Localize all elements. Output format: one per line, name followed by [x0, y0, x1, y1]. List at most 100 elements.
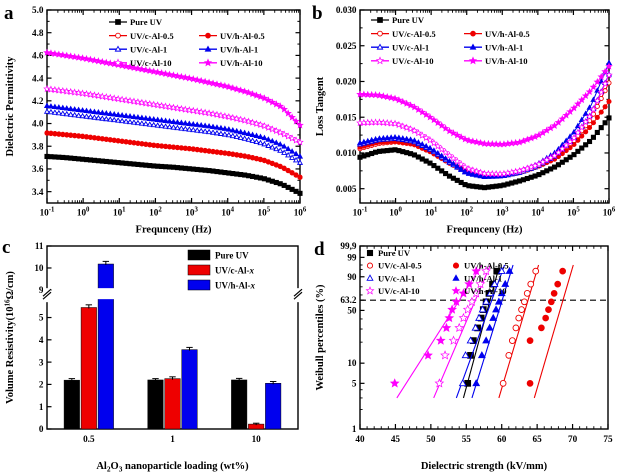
bar [265, 381, 282, 430]
svg-text:Pure UV: Pure UV [392, 15, 425, 25]
svg-text:0.010: 0.010 [336, 148, 357, 158]
svg-text:99,9: 99,9 [340, 241, 356, 251]
panel-d-legend: Pure UV UV/c-Al-0.5 UV/h-Al-0.5 UV/c-Al-1 UV… [365, 248, 509, 296]
svg-text:UV/c-Al-10: UV/c-Al-10 [130, 58, 172, 68]
svg-text:105: 105 [567, 207, 580, 218]
bar [147, 378, 164, 430]
svg-text:4: 4 [39, 335, 44, 345]
svg-text:63.2: 63.2 [340, 295, 356, 305]
svg-text:50: 50 [426, 434, 436, 444]
svg-text:104: 104 [532, 207, 545, 218]
svg-text:106: 106 [603, 207, 616, 218]
svg-text:106: 106 [294, 207, 307, 218]
svg-text:1: 1 [352, 424, 357, 434]
svg-text:Frequnceny (Hz): Frequnceny (Hz) [447, 225, 523, 236]
svg-text:0.030: 0.030 [336, 5, 357, 15]
svg-text:Pure UV: Pure UV [215, 251, 249, 261]
panel-c-letter: c [2, 237, 11, 258]
svg-text:4.8: 4.8 [32, 28, 44, 38]
svg-text:UV/h-Al-0.5: UV/h-Al-0.5 [464, 261, 509, 271]
panel-b: b 0.005 0.010 0.015 0.020 0.025 0.030 10-1 100 1… [308, 0, 617, 236]
svg-text:Al2O3 nanoparticle loading (wt: Al2O3 nanoparticle loading (wt%) [96, 461, 249, 473]
svg-text:65: 65 [533, 434, 543, 444]
panel-c-legend: Pure UV UV/c-Al-x UV/h-Al-x [187, 249, 256, 291]
svg-text:UV/h-Al-10: UV/h-Al-10 [464, 286, 507, 296]
svg-text:4.4: 4.4 [32, 73, 44, 83]
svg-text:4.2: 4.2 [32, 96, 44, 106]
svg-text:0.5: 0.5 [83, 434, 95, 444]
svg-text:103: 103 [185, 207, 198, 218]
svg-text:100: 100 [77, 207, 90, 218]
panel-a: a 3.4 3.6 3.8 4.0 4.2 4.4 4.6 4.8 5.0 10-1 100 101 1… [0, 0, 308, 236]
series-UV_h-Al-10 [389, 264, 483, 399]
svg-text:UV/h-Al-0.5: UV/h-Al-0.5 [220, 31, 265, 41]
svg-text:99: 99 [347, 252, 357, 262]
series-UV_c-Al-0.5 [498, 264, 540, 399]
panel-a-legend: Pure UV UV/c-Al-0.5 UV/h-Al-0.5 UV/c-Al-1 UV… [109, 17, 265, 68]
svg-text:0: 0 [39, 424, 44, 434]
series-UV_h-Al-1 [471, 264, 514, 399]
series-UV_h-Al-10 [43, 48, 304, 129]
svg-text:Weibull percentiles (%): Weibull percentiles (%) [315, 284, 326, 390]
svg-text:3.8: 3.8 [32, 141, 44, 151]
svg-text:101: 101 [113, 207, 126, 218]
svg-text:3.6: 3.6 [32, 164, 44, 174]
bar [80, 304, 97, 430]
svg-text:101: 101 [425, 207, 438, 218]
bar [231, 377, 248, 430]
svg-text:UV/c-Al-0.5: UV/c-Al-0.5 [378, 261, 422, 271]
svg-text:105: 105 [258, 207, 271, 218]
panel-d-letter: d [314, 239, 325, 260]
svg-text:10: 10 [252, 434, 262, 444]
panel-b-legend: Pure UV UV/c-Al-0.5 UV/h-Al-0.5 UV/c-Al-1 UV… [371, 15, 530, 66]
panel-b-chart: 0.005 0.010 0.015 0.020 0.025 0.030 10-1 100 101… [315, 5, 616, 236]
svg-text:102: 102 [460, 207, 473, 218]
svg-text:60: 60 [497, 434, 507, 444]
svg-text:UV/h-Al-1: UV/h-Al-1 [464, 273, 502, 283]
svg-text:4.0: 4.0 [32, 119, 44, 129]
series-UV_h-Al-0.5 [526, 264, 574, 399]
series-UV_c-Al-10 [356, 71, 613, 178]
svg-text:UV/h-Al-x: UV/h-Al-x [215, 281, 256, 291]
series-UV_h-Al-0.5 [44, 130, 303, 180]
svg-text:103: 103 [496, 207, 509, 218]
bar [164, 376, 181, 430]
svg-text:UV/h-Al-10: UV/h-Al-10 [485, 56, 528, 66]
svg-text:5: 5 [39, 313, 44, 323]
svg-text:100: 100 [389, 207, 402, 218]
bar [97, 260, 115, 430]
series-UV_c-Al-0.5 [357, 80, 612, 179]
panel-c-chart: 0 1 2 3 4 5 9 10 11 0.5 1 10 Al2O3 nanoparticle load… [4, 241, 303, 473]
svg-text:102: 102 [149, 207, 162, 218]
series-UV_c-Al-1 [43, 108, 304, 165]
svg-text:UV/h-Al-0.5: UV/h-Al-0.5 [485, 29, 530, 39]
svg-text:UV/h-Al-10: UV/h-Al-10 [220, 58, 263, 68]
svg-text:UV/c-Al-0.5: UV/c-Al-0.5 [392, 29, 436, 39]
svg-text:UV/c-Al-10: UV/c-Al-10 [392, 56, 434, 66]
svg-text:UV/h-Al-1: UV/h-Al-1 [220, 44, 258, 54]
svg-text:10-1: 10-1 [353, 207, 368, 218]
panel-d: d 1 5 10 50 63.2 90 99 99,9 40 45 50 55 60 65 70 75 Diel… [308, 236, 617, 473]
bar [248, 422, 265, 430]
svg-text:2: 2 [39, 380, 44, 390]
series-Pure_UV [357, 115, 612, 191]
svg-text:10-1: 10-1 [40, 207, 55, 218]
svg-text:3: 3 [39, 357, 44, 367]
svg-text:Loss Tangent: Loss Tangent [315, 76, 326, 136]
svg-text:90: 90 [347, 272, 357, 282]
svg-text:UV/c-Al-x: UV/c-Al-x [215, 266, 255, 276]
svg-text:UV/c-Al-1: UV/c-Al-1 [378, 273, 415, 283]
svg-text:55: 55 [462, 434, 472, 444]
svg-text:UV/c-Al-0.5: UV/c-Al-0.5 [130, 31, 174, 41]
series-UV_c-Al-10 [43, 84, 304, 146]
svg-text:10: 10 [347, 358, 357, 368]
series-UV_h-Al-10 [356, 62, 613, 148]
series-UV_c-Al-1 [455, 264, 506, 399]
series-UV_h-Al-1 [43, 102, 304, 159]
svg-text:4.6: 4.6 [32, 51, 44, 61]
svg-text:0.005: 0.005 [336, 184, 357, 194]
bar [181, 346, 198, 430]
svg-text:Dielectric Permittivity: Dielectric Permittivity [5, 56, 16, 157]
svg-text:Pure UV: Pure UV [130, 17, 163, 27]
